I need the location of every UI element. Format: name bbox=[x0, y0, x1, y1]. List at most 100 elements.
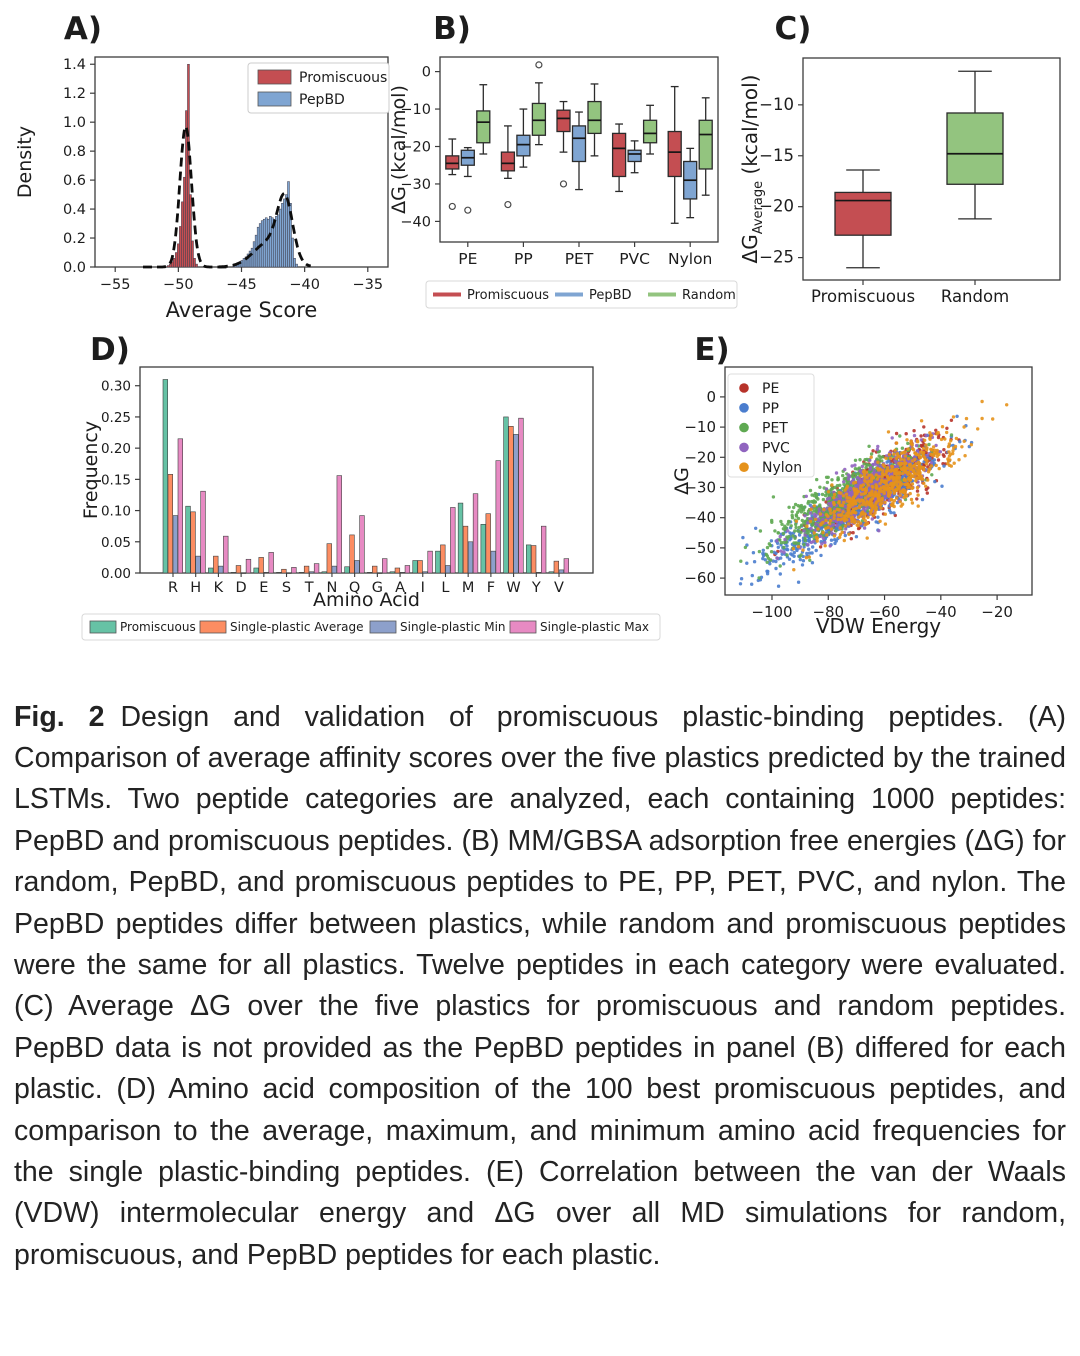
svg-text:−40: −40 bbox=[289, 277, 320, 293]
svg-text:−30: −30 bbox=[684, 478, 716, 496]
svg-text:F: F bbox=[487, 580, 495, 596]
svg-text:−80: −80 bbox=[812, 603, 844, 621]
svg-text:I: I bbox=[421, 580, 425, 596]
svg-text:VDW Energy: VDW Energy bbox=[816, 614, 941, 638]
svg-text:Y: Y bbox=[531, 580, 541, 596]
svg-text:0.4: 0.4 bbox=[63, 202, 86, 218]
svg-text:0.0: 0.0 bbox=[63, 260, 86, 276]
svg-text:0: 0 bbox=[422, 65, 431, 81]
svg-text:0.25: 0.25 bbox=[101, 410, 131, 426]
svg-text:0.00: 0.00 bbox=[101, 566, 131, 582]
svg-text:PET: PET bbox=[565, 250, 594, 268]
svg-text:Density: Density bbox=[14, 126, 36, 198]
svg-text:1.0: 1.0 bbox=[63, 115, 86, 131]
svg-text:0.20: 0.20 bbox=[101, 441, 131, 457]
svg-text:Single-plastic Min: Single-plastic Min bbox=[400, 620, 506, 634]
svg-text:M: M bbox=[462, 580, 475, 596]
svg-text:ΔG: ΔG bbox=[671, 467, 693, 495]
svg-text:R: R bbox=[168, 580, 178, 596]
svg-text:0.15: 0.15 bbox=[101, 472, 131, 488]
svg-text:−10: −10 bbox=[759, 95, 794, 114]
svg-text:0.05: 0.05 bbox=[101, 535, 131, 551]
svg-text:Q: Q bbox=[349, 580, 360, 596]
svg-text:N: N bbox=[327, 580, 338, 596]
svg-text:Nylon: Nylon bbox=[668, 250, 712, 268]
svg-text:PP: PP bbox=[762, 401, 779, 417]
svg-text:−20: −20 bbox=[759, 197, 794, 216]
svg-text:−35: −35 bbox=[352, 277, 383, 293]
svg-text:−10: −10 bbox=[400, 102, 431, 118]
svg-text:1.2: 1.2 bbox=[63, 86, 86, 102]
svg-text:Promiscuous: Promiscuous bbox=[467, 288, 549, 303]
svg-text:PepBD: PepBD bbox=[589, 288, 632, 303]
svg-text:Random: Random bbox=[941, 287, 1009, 306]
svg-text:ΔGAverage (kcal/mol): ΔGAverage (kcal/mol) bbox=[738, 75, 766, 264]
svg-text:−100: −100 bbox=[751, 603, 792, 621]
svg-text:Single-plastic Max: Single-plastic Max bbox=[540, 620, 649, 634]
svg-text:V: V bbox=[554, 580, 564, 596]
svg-text:0.6: 0.6 bbox=[63, 173, 86, 189]
svg-text:Single-plastic Average: Single-plastic Average bbox=[230, 620, 364, 634]
svg-text:−55: −55 bbox=[100, 277, 131, 293]
svg-text:0: 0 bbox=[706, 388, 716, 406]
svg-text:Promiscuous: Promiscuous bbox=[299, 70, 387, 86]
svg-text:Random: Random bbox=[682, 288, 736, 303]
svg-text:−40: −40 bbox=[925, 603, 957, 621]
svg-text:−60: −60 bbox=[684, 569, 716, 587]
svg-text:Nylon: Nylon bbox=[762, 460, 802, 476]
figure-2: −55 −50 −45 −40 −35 0.0 0.2 0.4 0.6 0.8 1.0 1.2 1.4 A… bbox=[0, 0, 1080, 662]
svg-text:PVC: PVC bbox=[619, 250, 650, 268]
svg-text:−10: −10 bbox=[684, 418, 716, 436]
svg-text:−50: −50 bbox=[163, 277, 194, 293]
svg-text:PP: PP bbox=[514, 250, 533, 268]
svg-text:Average Score: Average Score bbox=[166, 298, 318, 322]
svg-text:PE: PE bbox=[762, 381, 779, 397]
svg-text:−15: −15 bbox=[759, 146, 794, 165]
svg-text:−30: −30 bbox=[400, 177, 431, 193]
svg-text:0.2: 0.2 bbox=[63, 231, 86, 247]
svg-text:−60: −60 bbox=[869, 603, 901, 621]
svg-text:−40: −40 bbox=[400, 214, 431, 230]
svg-text:L: L bbox=[441, 580, 449, 596]
svg-text:−20: −20 bbox=[400, 140, 431, 156]
svg-text:0.8: 0.8 bbox=[63, 144, 86, 160]
svg-text:A: A bbox=[395, 580, 405, 596]
caption-label: Fig. 2 bbox=[14, 700, 105, 733]
svg-text:K: K bbox=[214, 580, 224, 596]
svg-text:−50: −50 bbox=[684, 539, 716, 557]
svg-text:B): B) bbox=[433, 11, 471, 47]
svg-text:H: H bbox=[190, 580, 201, 596]
svg-text:ΔG (kcal/mol): ΔG (kcal/mol) bbox=[390, 85, 410, 214]
svg-text:E): E) bbox=[694, 332, 729, 368]
svg-text:−25: −25 bbox=[759, 248, 794, 267]
svg-text:W: W bbox=[506, 580, 520, 596]
svg-text:Promiscuous: Promiscuous bbox=[120, 620, 196, 634]
svg-text:PE: PE bbox=[458, 250, 477, 268]
svg-text:E: E bbox=[259, 580, 268, 596]
svg-text:D: D bbox=[236, 580, 247, 596]
svg-text:A): A) bbox=[64, 11, 102, 47]
svg-text:−20: −20 bbox=[684, 448, 716, 466]
svg-text:S: S bbox=[282, 580, 291, 596]
svg-text:D): D) bbox=[90, 332, 130, 368]
svg-text:C): C) bbox=[775, 11, 812, 47]
panel-e-scatterplot: −100 −80 −60 −40 −20 0 −10 −20 −30 −40 −50 −60 PE PP P… bbox=[671, 332, 1033, 638]
svg-text:−45: −45 bbox=[226, 277, 257, 293]
caption-text: Design and validation of promiscuous pla… bbox=[14, 700, 1066, 1271]
panel-a-density-histogram: −55 −50 −45 −40 −35 0.0 0.2 0.4 0.6 0.8 1.0 1.2 1.4 A… bbox=[14, 11, 390, 322]
svg-text:1.4: 1.4 bbox=[63, 57, 86, 73]
svg-text:Promiscuous: Promiscuous bbox=[811, 287, 915, 306]
svg-text:0.10: 0.10 bbox=[101, 504, 131, 520]
svg-text:−20: −20 bbox=[981, 603, 1013, 621]
svg-text:G: G bbox=[372, 580, 383, 596]
svg-text:Amino Acid: Amino Acid bbox=[313, 589, 420, 611]
svg-text:PET: PET bbox=[762, 421, 788, 437]
figure-caption: Fig. 2 Design and validation of promiscuo… bbox=[0, 691, 1080, 1277]
svg-text:Frequency: Frequency bbox=[80, 421, 102, 519]
svg-text:0.30: 0.30 bbox=[101, 379, 131, 395]
svg-text:PepBD: PepBD bbox=[299, 92, 345, 108]
svg-text:T: T bbox=[304, 580, 314, 596]
